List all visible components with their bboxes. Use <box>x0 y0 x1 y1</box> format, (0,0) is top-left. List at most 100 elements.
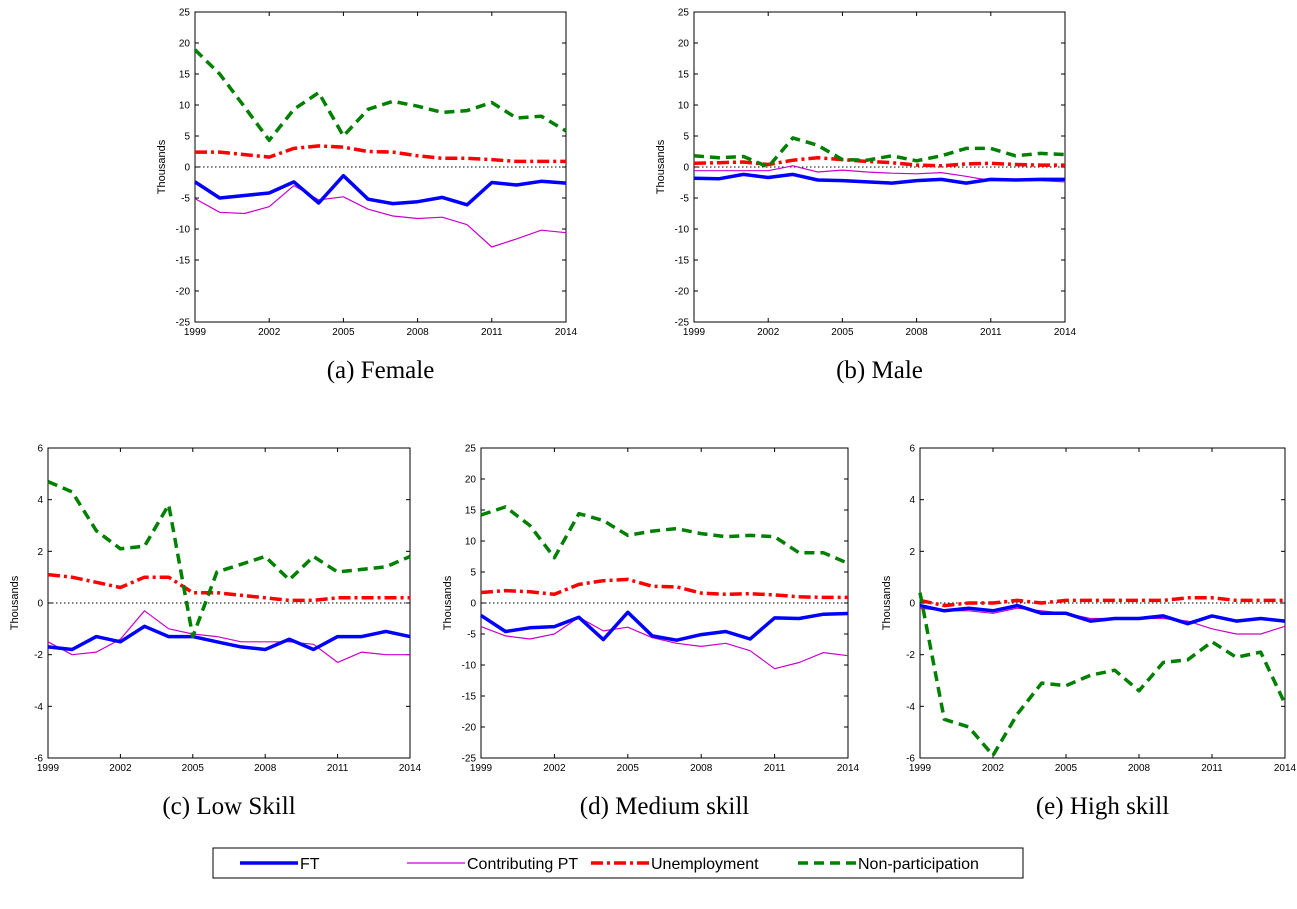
y-tick-label: 10 <box>179 101 191 112</box>
y-tick-label: 5 <box>683 132 689 143</box>
x-tick-label: 1999 <box>184 327 207 338</box>
y-tick-label: 10 <box>465 537 477 548</box>
chart-panel-2: -25 -20 -15 -10 -5 0 5 10 15 20 25 1999 2002 2005 2008… <box>655 8 1077 385</box>
series-line-non-participation <box>47 479 411 639</box>
series-line-contributing-pt <box>47 610 410 664</box>
y-tick-label: 5 <box>470 568 476 579</box>
y-tick-label: 0 <box>683 163 689 174</box>
x-tick-label: 2011 <box>327 763 349 774</box>
x-tick-label: 2008 <box>406 327 429 338</box>
y-tick-label: -20 <box>675 287 690 298</box>
y-tick-label: -15 <box>176 256 191 267</box>
series-line-ft <box>480 610 849 642</box>
x-tick-label: 2014 <box>1274 763 1297 774</box>
y-tick-label: 0 <box>470 599 476 610</box>
y-tick-label: -20 <box>462 723 477 734</box>
y-tick-label: -10 <box>675 225 690 236</box>
y-tick-label: 20 <box>465 475 477 486</box>
y-axis-label: Thousands <box>156 139 168 194</box>
y-tick-label: -5 <box>181 194 190 205</box>
legend-label-unemployment: Unemployment <box>651 856 759 873</box>
x-tick-label: 2002 <box>757 327 780 338</box>
y-tick-label: -2 <box>34 650 43 661</box>
y-tick-label: -15 <box>675 256 690 267</box>
y-tick-label: -25 <box>675 318 690 329</box>
x-tick-label: 2011 <box>980 327 1002 338</box>
y-tick-label: 0 <box>184 163 190 174</box>
series-line-unemployment <box>919 596 1285 608</box>
y-tick-label: 25 <box>179 8 191 19</box>
y-tick-label: -4 <box>34 702 43 713</box>
x-tick-label: 2011 <box>481 327 503 338</box>
series-line-unemployment <box>693 155 1065 168</box>
panel-caption: (b) Male <box>836 357 923 384</box>
legend-label-contributing-pt: Contributing PT <box>467 856 578 873</box>
y-tick-label: -20 <box>176 287 191 298</box>
chart-panel-1: -25 -20 -15 -10 -5 0 5 10 15 20 25 1999 2002 2005 2008… <box>156 8 578 385</box>
panel-caption: (a) Female <box>327 357 435 384</box>
y-axis-label: Thousands <box>442 575 454 630</box>
y-axis-label: Thousands <box>881 575 893 630</box>
legend-label-non-participation: Non-participation <box>858 856 979 873</box>
chart-panel-4: -25 -20 -15 -10 -5 0 5 10 15 20 25 1999 2002 2005 2008… <box>442 444 860 821</box>
y-tick-label: -25 <box>462 754 477 765</box>
y-tick-label: 20 <box>678 39 690 50</box>
y-tick-label: -6 <box>906 754 915 765</box>
series-line-ft <box>194 173 567 207</box>
y-tick-label: -15 <box>462 692 477 703</box>
x-tick-label: 1999 <box>909 763 932 774</box>
x-tick-label: 2002 <box>258 327 281 338</box>
series-line-ft <box>919 603 1286 626</box>
y-tick-label: -10 <box>462 661 477 672</box>
y-tick-label: 0 <box>909 599 915 610</box>
chart-panel-3: -6 -4 -2 0 2 4 6 1999 2002 2005 2008 2011 2014 Thousa… <box>9 444 422 821</box>
y-axis-label: Thousands <box>655 139 667 194</box>
y-tick-label: 20 <box>179 39 191 50</box>
series-line-unemployment <box>47 572 410 603</box>
x-tick-label: 2008 <box>254 763 277 774</box>
series-line-ft <box>47 624 411 652</box>
chart-panel-5: -6 -4 -2 0 2 4 6 1999 2002 2005 2008 2011 2014 Thousa… <box>881 444 1297 821</box>
x-tick-label: 2002 <box>982 763 1005 774</box>
series-line-unemployment <box>195 144 566 164</box>
x-tick-label: 2002 <box>543 763 566 774</box>
x-tick-label: 2005 <box>617 763 640 774</box>
y-tick-label: -2 <box>906 650 915 661</box>
y-tick-label: 15 <box>179 70 191 81</box>
series-line-contributing-pt <box>194 185 567 248</box>
x-tick-label: 2014 <box>1054 327 1077 338</box>
y-tick-label: 2 <box>909 547 915 558</box>
legend-label-ft: FT <box>300 856 320 873</box>
y-tick-label: 6 <box>37 444 43 455</box>
x-tick-label: 2008 <box>905 327 928 338</box>
x-tick-label: 2014 <box>837 763 860 774</box>
series-line-unemployment <box>480 577 848 600</box>
y-axis-label: Thousands <box>9 575 21 630</box>
y-tick-label: 5 <box>184 132 190 143</box>
x-tick-label: 2014 <box>555 327 578 338</box>
x-tick-label: 2005 <box>1055 763 1078 774</box>
panel-caption: (d) Medium skill <box>580 793 749 820</box>
series-line-contributing-pt <box>480 616 849 670</box>
y-tick-label: -5 <box>467 630 476 641</box>
x-tick-label: 2005 <box>182 763 205 774</box>
x-tick-label: 2011 <box>764 763 786 774</box>
x-tick-label: 1999 <box>683 327 706 338</box>
y-tick-label: 25 <box>678 8 690 19</box>
x-tick-label: 2008 <box>1128 763 1151 774</box>
panel-caption: (e) High skill <box>1036 793 1169 820</box>
x-tick-label: 2002 <box>109 763 132 774</box>
series-line-non-participation <box>918 592 1287 758</box>
y-tick-label: 15 <box>678 70 690 81</box>
legend: FT Contributing PT Unemployment Non-partici… <box>212 847 1024 879</box>
y-tick-label: -4 <box>906 702 915 713</box>
panel-caption: (c) Low Skill <box>162 793 295 820</box>
x-tick-label: 2014 <box>399 763 422 774</box>
y-tick-label: -6 <box>34 754 43 765</box>
x-tick-label: 1999 <box>37 763 60 774</box>
y-tick-label: 15 <box>465 506 477 517</box>
y-tick-label: 4 <box>37 495 43 506</box>
series-line-ft <box>693 172 1065 185</box>
y-tick-label: 4 <box>909 495 915 506</box>
y-tick-label: -5 <box>680 194 689 205</box>
